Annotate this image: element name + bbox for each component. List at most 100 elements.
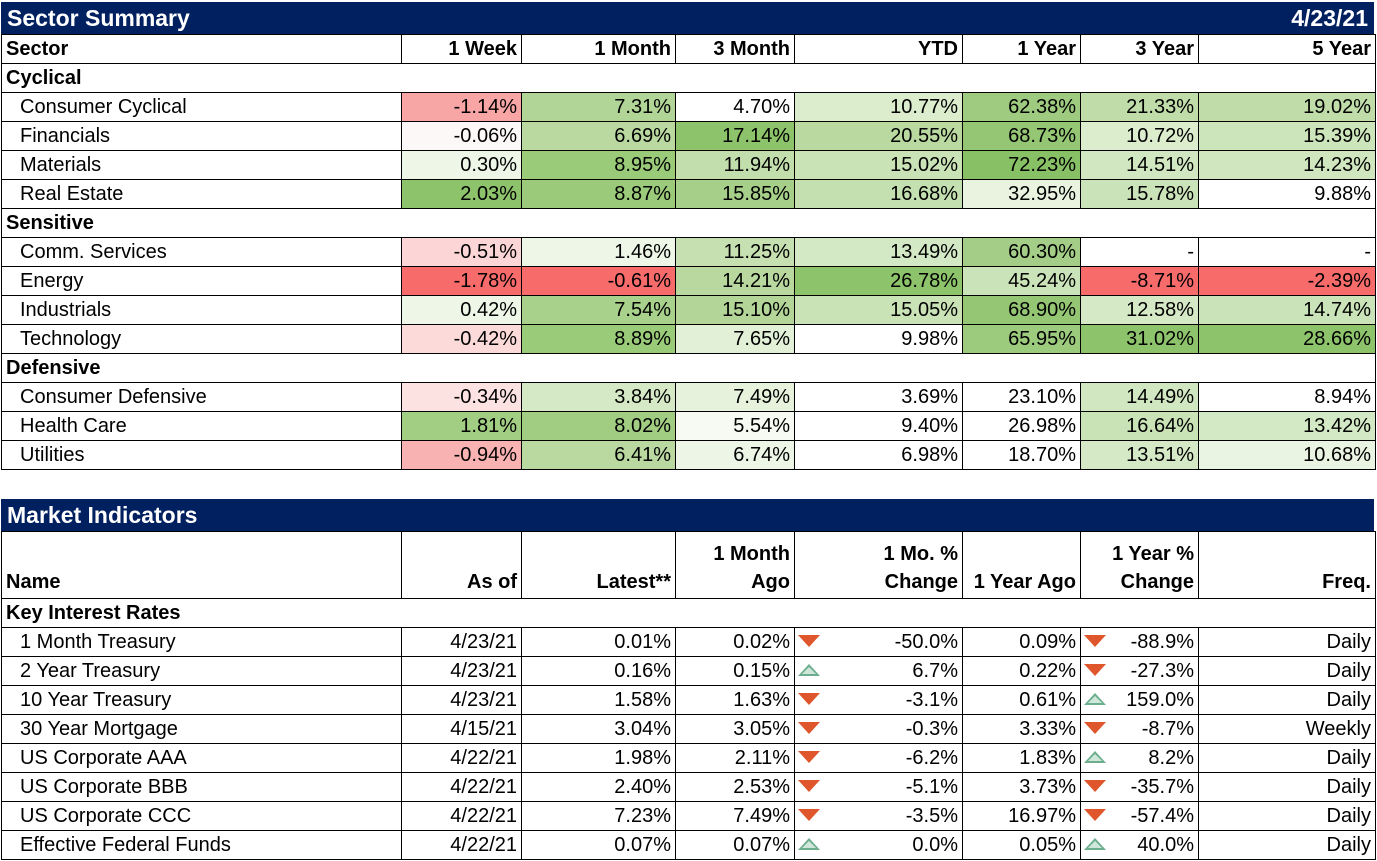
market-group-row: Key Interest Rates [1, 598, 1376, 628]
sector-name: Technology [1, 324, 402, 354]
sector-name: Energy [1, 266, 402, 296]
sector-return-cell: 72.23% [962, 150, 1081, 180]
indicator-name: 10 Year Treasury [1, 685, 402, 715]
sector-group-row: Defensive [1, 353, 1376, 383]
sector-return-cell: 19.02% [1198, 92, 1376, 122]
as-of-date: 4/22/21 [401, 772, 522, 802]
column-header-line: 1 Month [713, 543, 790, 565]
month-ago-value: 1.63% [675, 685, 795, 715]
sector-return-cell: 13.49% [794, 237, 963, 267]
empty-cell [521, 208, 676, 238]
year-change-cell: 8.2% [1080, 743, 1199, 773]
triangle-up-icon [798, 838, 820, 850]
sector-return-cell: 31.02% [1080, 324, 1199, 354]
sector-return-cell: -0.34% [401, 382, 522, 412]
column-header: Sector [1, 34, 402, 64]
frequency: Daily [1198, 830, 1376, 860]
sector-return-cell: 3.84% [521, 382, 676, 412]
sector-return-cell: 11.25% [675, 237, 795, 267]
sector-return-cell: 17.14% [675, 121, 795, 151]
sector-return-cell: 62.38% [962, 92, 1081, 122]
sector-return-cell: 12.58% [1080, 295, 1199, 325]
empty-cell [794, 63, 963, 93]
frequency: Daily [1198, 801, 1376, 831]
empty-cell [401, 63, 522, 93]
empty-cell [794, 353, 963, 383]
sector-summary-table: Sector 1 Week 1 Month 3 Month YTD 1 Year 3 Yea… [1, 34, 1376, 470]
change-value: 40.0% [1137, 833, 1194, 856]
sector-return-cell: 7.54% [521, 295, 676, 325]
frequency: Daily [1198, 743, 1376, 773]
year-change-cell: -57.4% [1080, 801, 1199, 831]
indicator-row: US Corporate CCC 4/22/21 7.23% 7.49% -3.5% 16… [1, 801, 1376, 831]
empty-cell [962, 208, 1081, 238]
empty-cell [962, 353, 1081, 383]
sector-return-cell: 18.70% [962, 440, 1081, 470]
sector-return-cell: 14.74% [1198, 295, 1376, 325]
change-value: -3.1% [905, 688, 958, 711]
empty-cell [401, 353, 522, 383]
sector-return-cell: 15.02% [794, 150, 963, 180]
sector-return-cell: -0.06% [401, 121, 522, 151]
latest-value: 0.07% [521, 830, 676, 860]
indicator-name: US Corporate CCC [1, 801, 402, 831]
sector-return-cell: 4.70% [675, 92, 795, 122]
as-of-date: 4/22/21 [401, 830, 522, 860]
sector-name: Materials [1, 150, 402, 180]
month-ago-value: 2.11% [675, 743, 795, 773]
sector-return-cell: 1.46% [521, 237, 676, 267]
sector-return-cell: 0.42% [401, 295, 522, 325]
latest-value: 1.58% [521, 685, 676, 715]
triangle-up-icon [1084, 751, 1106, 763]
sector-return-cell: 6.41% [521, 440, 676, 470]
column-header: 3 Year [1080, 34, 1199, 64]
empty-cell [794, 208, 963, 238]
sector-return-cell: 45.24% [962, 266, 1081, 296]
triangle-down-icon [798, 722, 820, 734]
sector-return-cell: -1.78% [401, 266, 522, 296]
year-ago-value: 1.83% [962, 743, 1081, 773]
sector-return-cell: 6.98% [794, 440, 963, 470]
change-value: -57.4% [1130, 804, 1194, 827]
sector-return-cell: 10.72% [1080, 121, 1199, 151]
empty-cell [1080, 208, 1199, 238]
change-value: -88.9% [1130, 630, 1194, 653]
sector-return-cell: 32.95% [962, 179, 1081, 209]
triangle-down-icon [798, 780, 820, 792]
indicator-row: Effective Federal Funds 4/22/21 0.07% 0.07%… [1, 830, 1376, 860]
frequency: Daily [1198, 627, 1376, 657]
indicator-name: Effective Federal Funds [1, 830, 402, 860]
column-header: 1 Year % Change [1080, 531, 1199, 599]
empty-cell [1080, 598, 1199, 628]
year-change-cell: 40.0% [1080, 830, 1199, 860]
market-indicators-table: Name As of Latest** 1 Month Ago 1 Mo. % Change… [1, 531, 1376, 860]
sector-return-cell: 6.69% [521, 121, 676, 151]
change-value: 6.7% [912, 659, 958, 682]
sector-return-cell: 8.89% [521, 324, 676, 354]
month-ago-value: 0.02% [675, 627, 795, 657]
latest-value: 0.01% [521, 627, 676, 657]
indicator-row: US Corporate BBB 4/22/21 2.40% 2.53% -5.1% 3.… [1, 772, 1376, 802]
market-indicators-title-bar: Market Indicators [1, 499, 1374, 531]
sector-return-cell: 26.78% [794, 266, 963, 296]
sector-return-cell: 5.54% [675, 411, 795, 441]
month-ago-value: 2.53% [675, 772, 795, 802]
indicator-name: 2 Year Treasury [1, 656, 402, 686]
column-header: 1 Month [521, 34, 676, 64]
sector-return-cell: -0.61% [521, 266, 676, 296]
empty-cell [521, 598, 676, 628]
sector-name: Utilities [1, 440, 402, 470]
sector-return-cell: 7.65% [675, 324, 795, 354]
empty-cell [401, 208, 522, 238]
empty-cell [675, 208, 795, 238]
frequency: Daily [1198, 656, 1376, 686]
sector-return-cell: -2.39% [1198, 266, 1376, 296]
change-value: -0.3% [905, 717, 958, 740]
triangle-up-icon [1084, 838, 1106, 850]
frequency: Weekly [1198, 714, 1376, 744]
triangle-down-icon [798, 635, 820, 647]
year-change-cell: -8.7% [1080, 714, 1199, 744]
sector-return-cell: 16.64% [1080, 411, 1199, 441]
year-ago-value: 0.61% [962, 685, 1081, 715]
sector-return-cell: 28.66% [1198, 324, 1376, 354]
